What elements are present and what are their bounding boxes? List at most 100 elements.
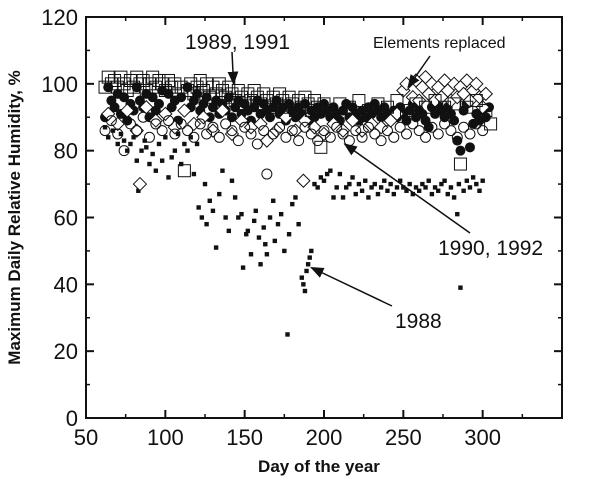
data-point [213,131,225,143]
data-point [114,70,128,84]
data-point [318,175,324,180]
data-point [423,185,428,190]
annotation-label: Elements replaced [373,35,506,52]
data-point [293,135,305,147]
data-point [118,131,124,137]
data-point [188,131,200,143]
data-point [290,201,295,207]
data-point [226,112,237,123]
data-point [201,128,213,140]
data-point [110,128,116,133]
data-point [464,178,469,183]
data-point [464,142,475,153]
data-point [305,128,317,140]
data-point [432,128,444,140]
data-point [314,140,328,154]
x-tick-label: 150 [226,425,263,450]
data-point [340,195,346,200]
data-point [239,211,244,217]
data-point [304,268,309,274]
data-point [299,121,311,133]
data-point [132,176,148,192]
data-point [118,145,130,157]
data-point [156,125,168,137]
data-point [150,118,162,130]
data-point [188,135,193,140]
data-point [245,128,257,140]
data-point [169,155,174,160]
data-point [407,118,419,130]
data-point [207,198,212,203]
data-point [428,94,442,108]
data-point [232,135,244,147]
data-point [298,90,312,104]
data-point [253,208,258,214]
data-point [347,181,352,187]
data-point [110,116,125,132]
data-point [375,135,387,147]
data-point [479,104,493,118]
data-point [391,191,397,197]
x-tick-label: 50 [74,425,98,450]
data-point [187,87,201,101]
data-point [247,84,261,98]
series-4 [99,111,489,180]
axes: 0 20 40 60 80 100 120 50 100 150 200 250 300 Day of t… [5,5,563,476]
data-point [337,171,343,177]
data-point [369,185,374,190]
data-point [296,221,301,227]
data-point [194,141,200,147]
data-point [148,113,164,128]
data-point [156,141,162,147]
data-point [139,148,144,153]
series-2 [101,69,494,192]
y-tick-label: 120 [41,5,78,30]
data-point [102,125,108,130]
data-point [455,211,460,217]
data-point [137,111,149,123]
data-point [286,125,298,137]
data-point [394,121,406,133]
data-point [236,215,241,220]
data-point [331,121,343,133]
data-point [432,185,438,190]
data-point [413,125,425,137]
data-point [244,232,249,237]
data-point [469,76,484,92]
data-point [420,181,425,187]
data-point [204,221,209,227]
data-point [350,175,355,180]
data-point [417,188,422,193]
data-point [375,191,381,197]
data-point [163,135,168,140]
data-point [363,178,368,183]
data-point [245,228,251,234]
data-point [101,106,116,122]
data-point [265,112,276,123]
data-point [451,131,463,143]
data-point [401,128,413,140]
data-point [239,121,251,133]
data-point [464,128,476,140]
data-point [207,121,219,133]
data-point [352,94,366,108]
annotation-arrow [227,51,239,86]
data-point [210,208,216,214]
data-point [179,161,184,167]
data-point [124,118,136,130]
data-point [256,235,262,240]
data-point [477,125,489,137]
data-point [388,131,400,143]
data-point [419,100,433,114]
data-point [446,76,462,92]
data-point [275,221,281,227]
data-point [267,128,279,140]
data-point [460,100,474,114]
data-point [264,252,270,257]
data-point [328,168,333,173]
data-point [369,128,381,140]
data-point [131,125,143,137]
data-point [382,178,387,183]
data-point [461,188,466,193]
data-point [390,94,404,108]
